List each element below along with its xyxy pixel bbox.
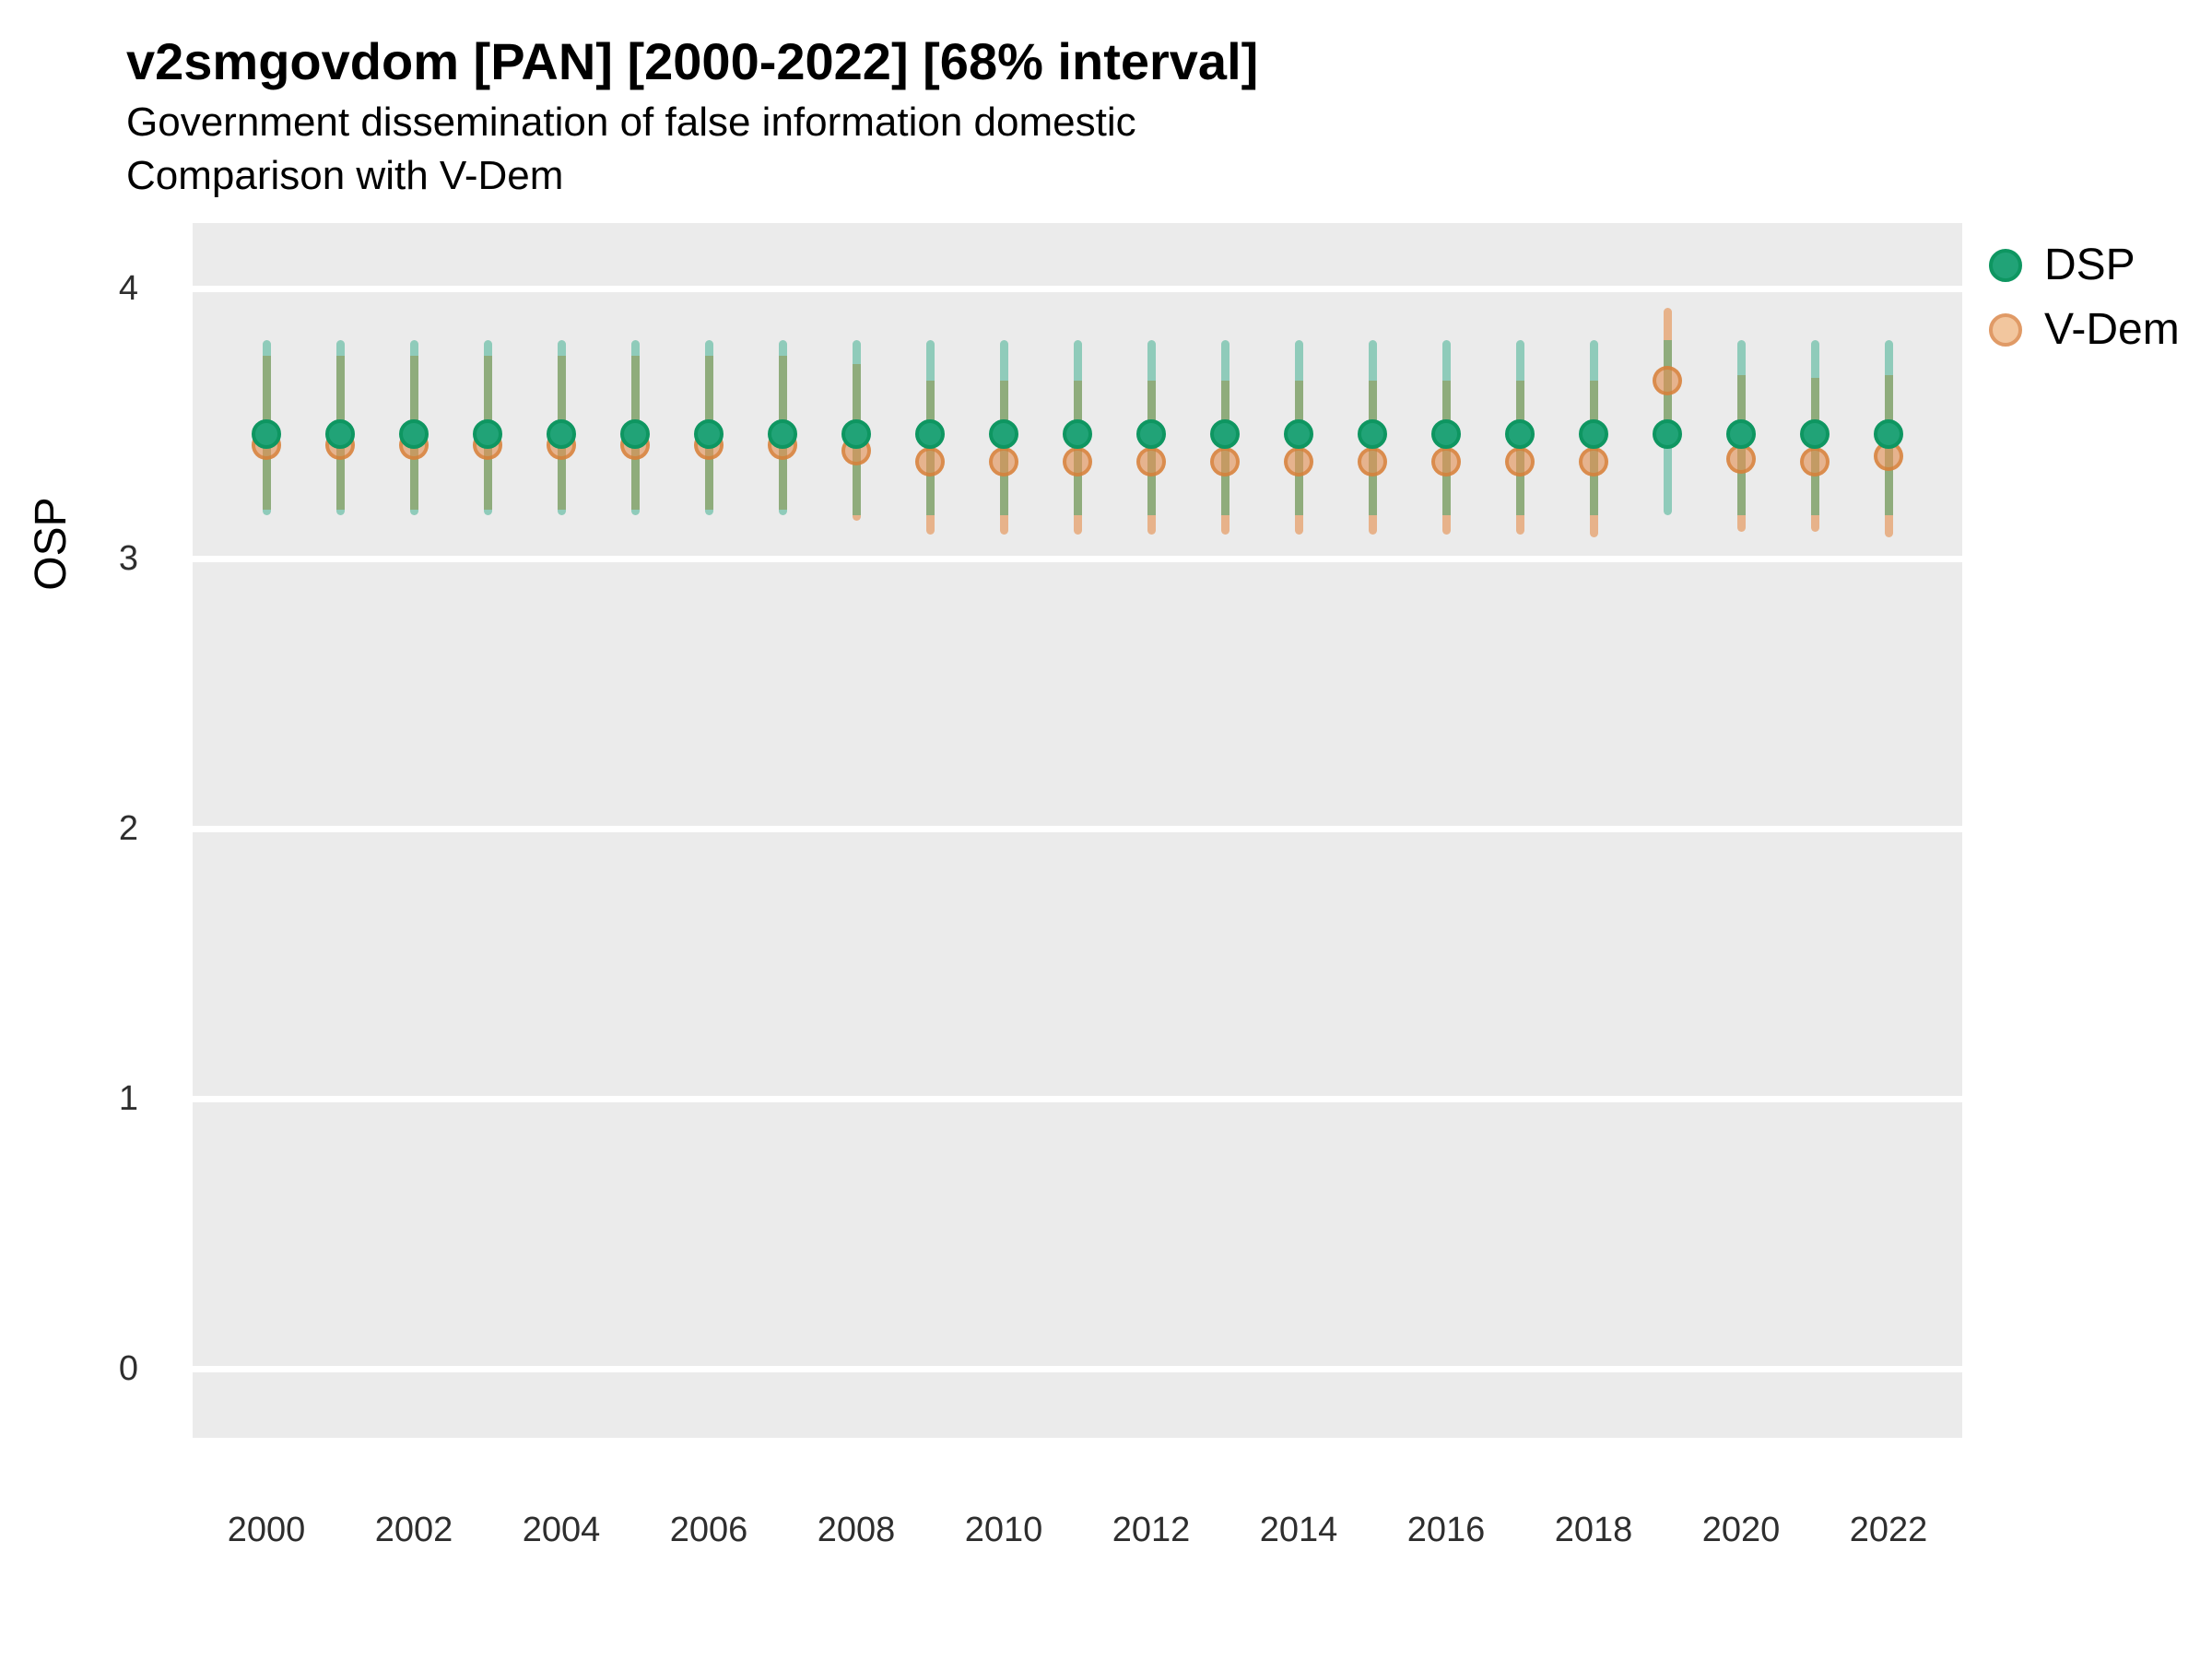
dsp-point [1800,419,1830,449]
vdem-point [915,447,945,477]
dsp-legend-swatch-icon [1989,249,2022,282]
dsp-point [1358,419,1387,449]
legend-label-vdem: V-Dem [2044,305,2180,354]
dsp-point [694,419,724,449]
dsp-point [1579,419,1608,449]
vdem-point [1431,447,1461,477]
x-tick-label: 2006 [669,1511,748,1549]
y-tick-label: 4 [118,269,138,308]
y-tick-label: 3 [118,539,138,578]
dsp-point [399,419,429,449]
dsp-point [473,419,502,449]
dsp-point [1063,419,1092,449]
y-gridline [193,286,1962,292]
x-tick-label: 2016 [1406,1511,1486,1549]
y-gridline [193,1366,1962,1372]
vdem-legend-swatch-icon [1989,313,2022,347]
legend-item-dsp: DSP [1989,241,2180,289]
y-gridline [193,1096,1962,1102]
dsp-point [1210,419,1240,449]
x-tick-label: 2022 [1849,1511,1928,1549]
chart-subtitle-line2: Comparison with V-Dem [126,153,564,198]
vdem-point [1210,447,1240,477]
dsp-point [1874,419,1903,449]
x-tick-label: 2002 [374,1511,453,1549]
vdem-point [1653,366,1682,395]
x-tick-label: 2004 [522,1511,601,1549]
dsp-point [1284,419,1313,449]
dsp-point [252,419,281,449]
plot-area [193,223,1962,1438]
legend-label-dsp: DSP [2044,241,2136,289]
vdem-point [1063,447,1092,477]
vdem-point [1505,447,1535,477]
dsp-point [841,419,871,449]
dsp-point [1653,419,1682,449]
dsp-point [620,419,650,449]
y-tick-label: 0 [118,1349,138,1388]
dsp-point [915,419,945,449]
vdem-point [1800,447,1830,477]
dsp-point [325,419,355,449]
x-tick-label: 2014 [1259,1511,1338,1549]
x-tick-label: 2000 [227,1511,306,1549]
dsp-point [1431,419,1461,449]
y-gridline [193,826,1962,832]
dsp-point [1136,419,1166,449]
x-tick-label: 2010 [964,1511,1043,1549]
y-tick-label: 1 [118,1079,138,1118]
legend: DSP V-Dem [1989,241,2180,354]
dsp-point [1505,419,1535,449]
x-tick-label: 2008 [817,1511,896,1549]
dsp-point [768,419,797,449]
chart-title: v2smgovdom [PAN] [2000-2022] [68% interv… [126,32,1259,90]
dsp-point [547,419,576,449]
x-tick-label: 2018 [1554,1511,1633,1549]
vdem-point [1136,447,1166,477]
dsp-point [1726,419,1756,449]
x-tick-label: 2012 [1112,1511,1191,1549]
chart-subtitle-line1: Government dissemination of false inform… [126,100,1136,145]
vdem-point [989,447,1018,477]
y-gridline [193,556,1962,562]
x-tick-label: 2020 [1701,1511,1781,1549]
vdem-point [1358,447,1387,477]
dsp-point [989,419,1018,449]
vdem-point [1579,447,1608,477]
legend-item-vdem: V-Dem [1989,306,2180,354]
y-tick-label: 2 [118,809,138,848]
vdem-point [1284,447,1313,477]
